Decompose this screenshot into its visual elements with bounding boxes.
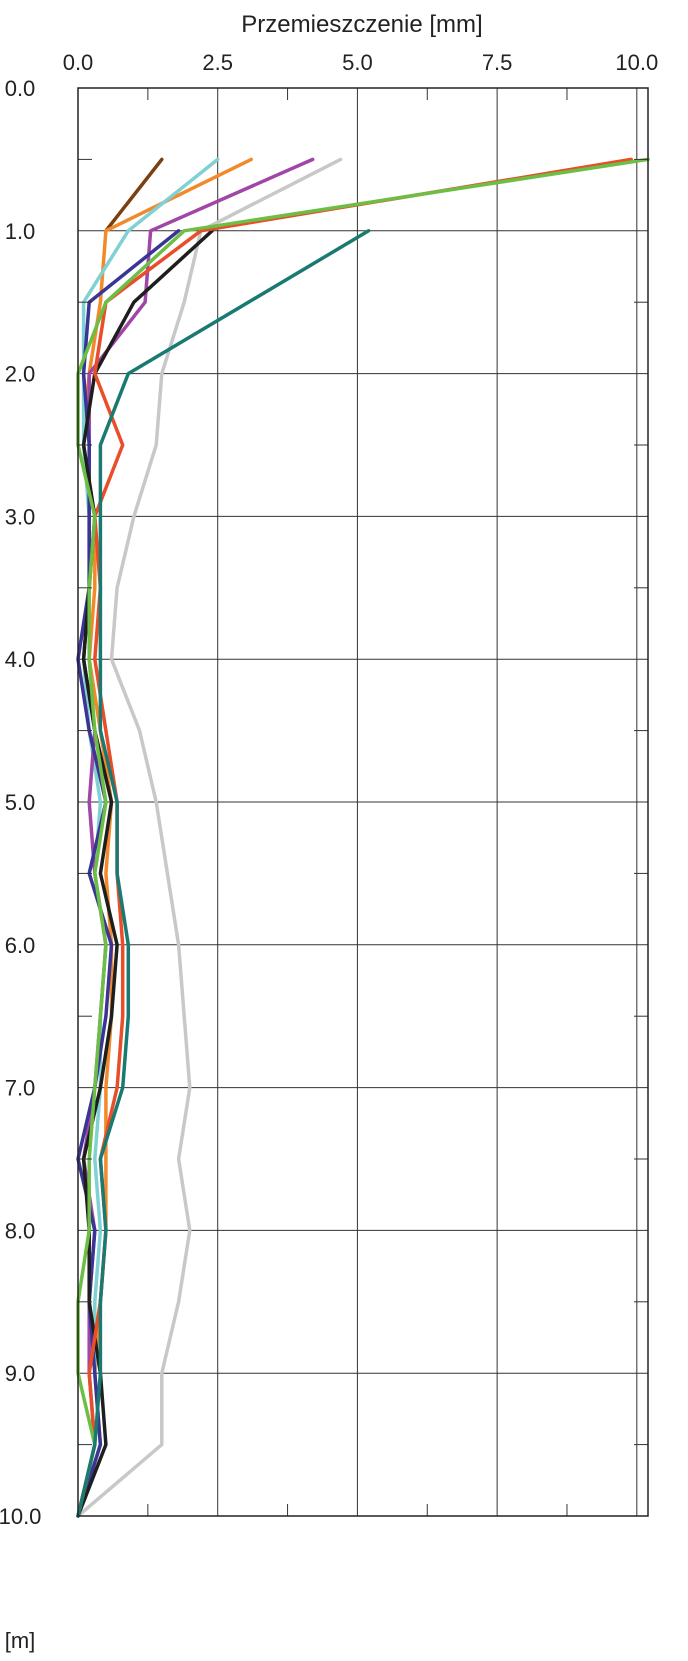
- x-tick-label: 0.0: [63, 50, 94, 75]
- x-tick-label: 7.5: [482, 50, 513, 75]
- y-tick-label: 6.0: [5, 933, 36, 958]
- series-line: [76, 229, 371, 1518]
- y-tick-label: 1.0: [5, 219, 36, 244]
- y-tick-label: 5.0: [5, 790, 36, 815]
- y-axis-unit: [m]: [5, 1628, 36, 1653]
- x-tick-label: 10.0: [615, 50, 658, 75]
- series-lines: [76, 157, 650, 1518]
- y-tick-label: 2.0: [5, 362, 36, 387]
- series-line: [104, 157, 164, 233]
- x-axis-title: Przemieszczenie [mm]: [241, 11, 482, 38]
- y-tick-label: 7.0: [5, 1076, 36, 1101]
- y-tick-label: 4.0: [5, 647, 36, 672]
- x-tick-label: 5.0: [342, 50, 373, 75]
- axes: 0.0 2.5 5.0 7.5 10.0 0.0 1.0 2.0 3.0 4.0 5.0 6.0 7.0…: [0, 50, 658, 1529]
- x-tick-label: 2.5: [202, 50, 233, 75]
- plot-frame: [77, 87, 649, 1517]
- y-tick-label: 9.0: [5, 1361, 36, 1386]
- series-line: [76, 157, 315, 1518]
- series-line: [76, 157, 343, 1518]
- y-tick-label: 0.0: [5, 76, 36, 101]
- grid-lines: [78, 87, 648, 1517]
- y-tick-label: 10.0: [0, 1504, 41, 1529]
- y-tick-label: 3.0: [5, 504, 36, 529]
- y-tick-label: 8.0: [5, 1218, 36, 1243]
